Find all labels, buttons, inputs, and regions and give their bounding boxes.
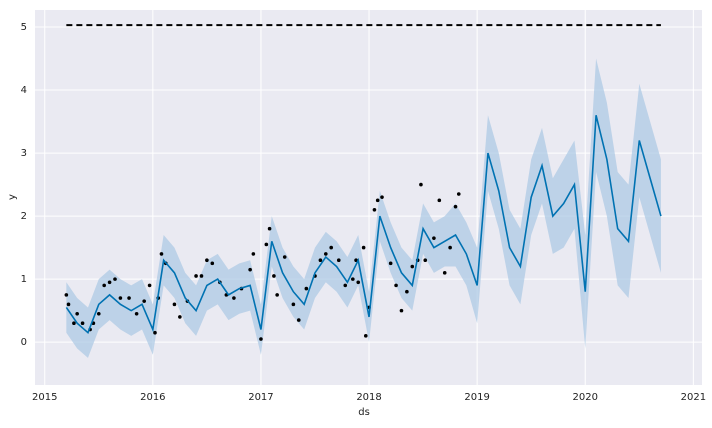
observed-point xyxy=(291,302,296,307)
observed-point xyxy=(72,321,76,326)
x-tick-label: 2015 xyxy=(32,392,57,403)
observed-point xyxy=(336,258,341,263)
observed-point xyxy=(323,252,328,256)
observed-point xyxy=(361,245,366,250)
x-axis-label: ds xyxy=(358,407,370,418)
observed-point xyxy=(107,280,112,285)
observed-point xyxy=(423,258,428,263)
observed-point xyxy=(343,283,348,288)
x-tick-label: 2016 xyxy=(140,392,165,403)
observed-point xyxy=(264,242,269,247)
observed-point xyxy=(102,283,106,288)
y-tick-label: 0 xyxy=(21,337,27,348)
observed-point xyxy=(388,261,393,266)
observed-point xyxy=(419,182,423,187)
observed-point xyxy=(282,255,287,259)
observed-point xyxy=(399,308,404,313)
x-tick-label: 2019 xyxy=(464,392,489,403)
observed-point xyxy=(304,286,309,291)
uncertainty-band xyxy=(66,58,661,358)
observed-point xyxy=(259,337,263,341)
observed-point xyxy=(442,271,447,275)
observed-point xyxy=(147,283,152,288)
y-tick-label: 5 xyxy=(21,22,27,33)
observed-point xyxy=(232,296,236,300)
observed-point xyxy=(437,198,442,203)
x-tick-label: 2021 xyxy=(681,392,706,403)
observed-point xyxy=(194,274,198,278)
observed-point xyxy=(248,267,252,272)
observed-point xyxy=(205,258,209,263)
observed-point xyxy=(64,293,69,297)
observed-point xyxy=(172,302,177,307)
observed-point xyxy=(432,236,436,240)
observed-point xyxy=(66,302,71,307)
x-tick-label: 2017 xyxy=(248,392,273,403)
observed-point xyxy=(134,311,139,316)
observed-point xyxy=(410,264,415,269)
observed-point xyxy=(356,280,361,285)
observed-point xyxy=(405,289,409,294)
forecast-line xyxy=(65,115,662,335)
observed-point xyxy=(153,330,157,335)
y-tick-label: 1 xyxy=(21,274,27,285)
observed-point xyxy=(372,207,377,212)
y-tick-label: 3 xyxy=(21,148,27,159)
observed-point xyxy=(178,315,182,319)
observed-point xyxy=(363,334,368,338)
observed-point xyxy=(275,293,279,297)
observed-point xyxy=(448,245,452,250)
observed-point xyxy=(267,226,272,231)
observed-point xyxy=(351,277,355,281)
observed-point xyxy=(113,277,117,281)
observed-point xyxy=(159,252,164,256)
observed-point xyxy=(80,321,85,326)
observed-point xyxy=(456,192,461,196)
observed-point xyxy=(118,296,123,300)
observed-point xyxy=(453,204,458,209)
observed-point xyxy=(329,245,334,250)
y-axis-label: y xyxy=(7,194,18,200)
observed-point xyxy=(251,252,256,256)
observed-point xyxy=(380,195,384,199)
observed-point xyxy=(296,318,301,322)
observed-point xyxy=(394,283,398,288)
observed-point xyxy=(142,299,146,303)
observed-point xyxy=(375,198,380,203)
observed-point xyxy=(127,296,131,300)
x-tick-label: 2018 xyxy=(356,392,381,403)
observed-point xyxy=(210,261,215,266)
y-tick-label: 4 xyxy=(21,85,27,96)
observed-point xyxy=(199,274,204,278)
x-tick-label: 2020 xyxy=(573,392,598,403)
y-tick-label: 2 xyxy=(21,211,27,222)
observed-point xyxy=(75,311,79,316)
observed-point xyxy=(272,274,276,278)
observed-point xyxy=(96,311,101,316)
observed-point xyxy=(318,258,323,263)
